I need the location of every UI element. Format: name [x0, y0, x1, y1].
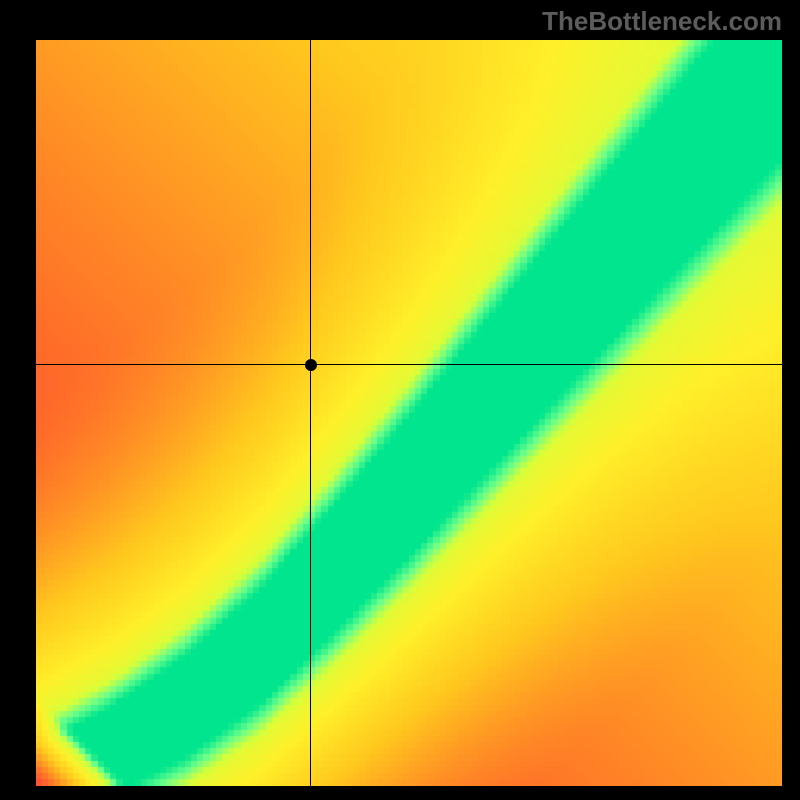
chart-frame: TheBottleneck.com — [0, 0, 800, 800]
bottleneck-heatmap — [36, 40, 782, 786]
crosshair-horizontal — [36, 364, 782, 365]
crosshair-vertical — [310, 40, 311, 786]
attribution-label: TheBottleneck.com — [542, 6, 782, 37]
crosshair-marker — [305, 359, 317, 371]
